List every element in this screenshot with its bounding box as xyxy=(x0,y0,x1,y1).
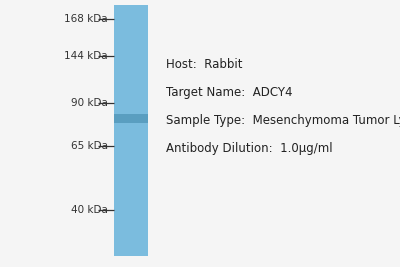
Text: Antibody Dilution:  1.0μg/ml: Antibody Dilution: 1.0μg/ml xyxy=(166,142,333,155)
Bar xyxy=(114,5,148,256)
Text: Sample Type:  Mesenchymoma Tumor Lysate: Sample Type: Mesenchymoma Tumor Lysate xyxy=(166,114,400,127)
Text: 90 kDa: 90 kDa xyxy=(71,98,108,108)
Text: Target Name:  ADCY4: Target Name: ADCY4 xyxy=(166,86,292,99)
Bar xyxy=(114,114,148,123)
Text: 144 kDa: 144 kDa xyxy=(64,51,108,61)
Text: 65 kDa: 65 kDa xyxy=(71,140,108,151)
Text: 168 kDa: 168 kDa xyxy=(64,14,108,24)
Text: 40 kDa: 40 kDa xyxy=(71,205,108,215)
Text: Host:  Rabbit: Host: Rabbit xyxy=(166,58,242,70)
